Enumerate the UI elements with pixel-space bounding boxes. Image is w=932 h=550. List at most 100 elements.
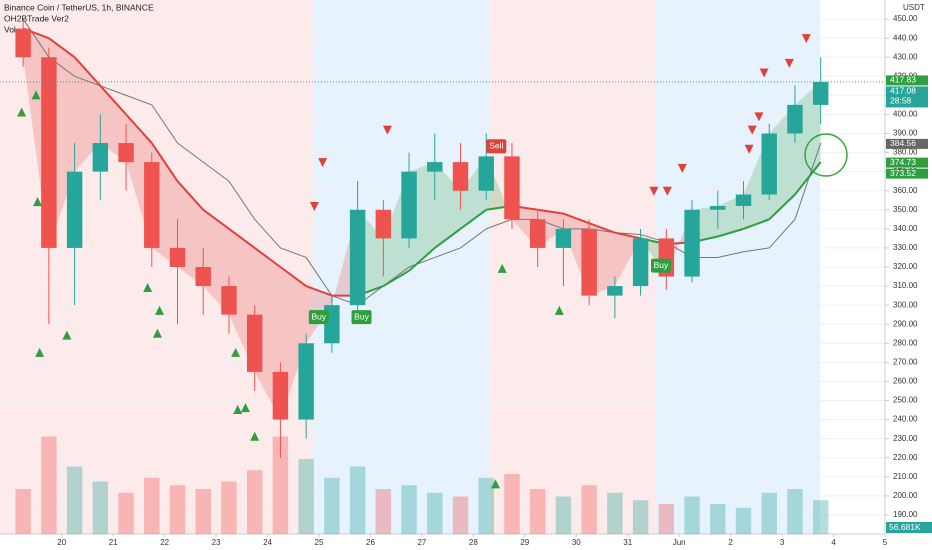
- candle-body: [787, 104, 803, 134]
- y-tick-label: 240.00: [893, 415, 918, 424]
- volume-bar: [272, 436, 289, 534]
- x-tick-label: 21: [109, 538, 118, 547]
- price-tag-label: 384.56: [890, 138, 916, 148]
- y-tick-label: 210.00: [893, 472, 918, 481]
- buy-arrow: [143, 282, 153, 292]
- volume-bar: [684, 496, 700, 534]
- y-tick-label: 400.00: [893, 110, 918, 119]
- y-tick-label: 310.00: [893, 281, 918, 290]
- candle-body: [92, 143, 109, 172]
- candle-body: [118, 143, 134, 163]
- candle-body: [735, 194, 752, 206]
- sell-arrow: [744, 144, 754, 154]
- ma-line: [408, 247, 436, 272]
- x-tick-label: 5: [883, 538, 888, 547]
- indicator-name: Vol: [4, 24, 16, 34]
- y-tick-label: 200.00: [893, 491, 918, 500]
- x-tick-label: 4: [831, 538, 836, 547]
- buy-arrow: [490, 479, 500, 489]
- buy-arrow: [152, 328, 162, 338]
- sell-arrow: [759, 68, 769, 78]
- volume-bar: [504, 474, 520, 534]
- candle-body: [452, 162, 469, 191]
- signal-label: Buy: [354, 311, 369, 321]
- candle-body: [272, 371, 289, 420]
- volume-bar: [298, 459, 314, 534]
- candle-body: [632, 238, 649, 287]
- buy-arrow: [497, 263, 507, 273]
- volume-bar: [427, 492, 443, 534]
- ma-line: [125, 113, 153, 144]
- x-tick-label: 30: [572, 538, 581, 547]
- candle-body: [581, 228, 597, 296]
- buy-arrow: [155, 305, 165, 315]
- y-tick-label: 340.00: [893, 224, 918, 233]
- volume-tag-label: 56.681K: [889, 522, 921, 532]
- volume-bar: [15, 489, 31, 534]
- y-tick-label: 380.00: [893, 148, 918, 157]
- volume-bar: [375, 489, 392, 534]
- ma-line: [382, 269, 410, 287]
- y-tick-label: 190.00: [893, 510, 918, 519]
- ma-line: [228, 228, 256, 249]
- y-tick-label: 440.00: [893, 33, 918, 42]
- candle-body: [15, 28, 31, 58]
- ma-line: [202, 208, 230, 230]
- x-tick-label: 23: [212, 538, 221, 547]
- y-tick-label: 230.00: [893, 434, 918, 443]
- ma-line: [99, 85, 127, 116]
- candle-body: [684, 209, 700, 277]
- x-tick-label: 25: [315, 538, 324, 547]
- candle-body: [504, 156, 520, 220]
- ma-line: [794, 161, 822, 196]
- volume-bar: [324, 477, 340, 534]
- price-tag: [886, 75, 928, 86]
- trend-fill: [74, 57, 101, 172]
- volume-bar: [349, 466, 366, 534]
- sell-arrow: [784, 58, 794, 68]
- sell-arrow: [747, 125, 757, 135]
- buy-arrow: [17, 107, 27, 117]
- buy-arrow: [35, 347, 45, 357]
- volume-bar: [787, 489, 803, 534]
- candle-body: [761, 133, 777, 195]
- price-tag-label: 417.83: [890, 75, 916, 85]
- y-tick-label: 300.00: [893, 300, 918, 309]
- candle-body: [221, 286, 237, 315]
- x-tick-label: 24: [263, 538, 272, 547]
- candle-body: [246, 314, 263, 372]
- price-tag: [886, 86, 928, 108]
- volume-bar: [66, 466, 83, 534]
- indicator-name: OH2BTrade Ver2: [4, 13, 69, 23]
- volume-bar: [452, 496, 469, 534]
- volume-bar: [246, 470, 263, 534]
- x-tick-label: 27: [417, 538, 426, 547]
- volume-bar: [169, 485, 186, 534]
- y-tick-label: 220.00: [893, 453, 918, 462]
- candle-body: [812, 82, 829, 105]
- y-tick-label: 350.00: [893, 205, 918, 214]
- volume-bar: [658, 504, 675, 534]
- candle-body: [555, 228, 572, 248]
- volume-bar: [221, 481, 237, 534]
- buy-arrow: [31, 90, 41, 100]
- volume-bar: [529, 489, 546, 534]
- chart-title: Binance Coin / TetherUS, 1h, BINANCE: [4, 2, 154, 12]
- x-tick-label: 22: [160, 538, 169, 547]
- ma-line: [768, 193, 796, 221]
- ma-line: [254, 247, 282, 268]
- y-tick-label: 320.00: [893, 262, 918, 271]
- volume-bar: [607, 492, 623, 534]
- volume-bar: [710, 504, 726, 534]
- buy-arrow: [62, 330, 72, 340]
- signal-tag: [650, 258, 671, 273]
- currency: USDT: [903, 3, 925, 12]
- candle-body: [529, 219, 546, 248]
- ma-line: [48, 37, 76, 59]
- volume-bar: [581, 485, 597, 534]
- sell-arrow: [801, 34, 811, 44]
- candle-body: [169, 247, 186, 267]
- y-tick-label: 250.00: [893, 396, 918, 405]
- volume-bar: [812, 500, 829, 534]
